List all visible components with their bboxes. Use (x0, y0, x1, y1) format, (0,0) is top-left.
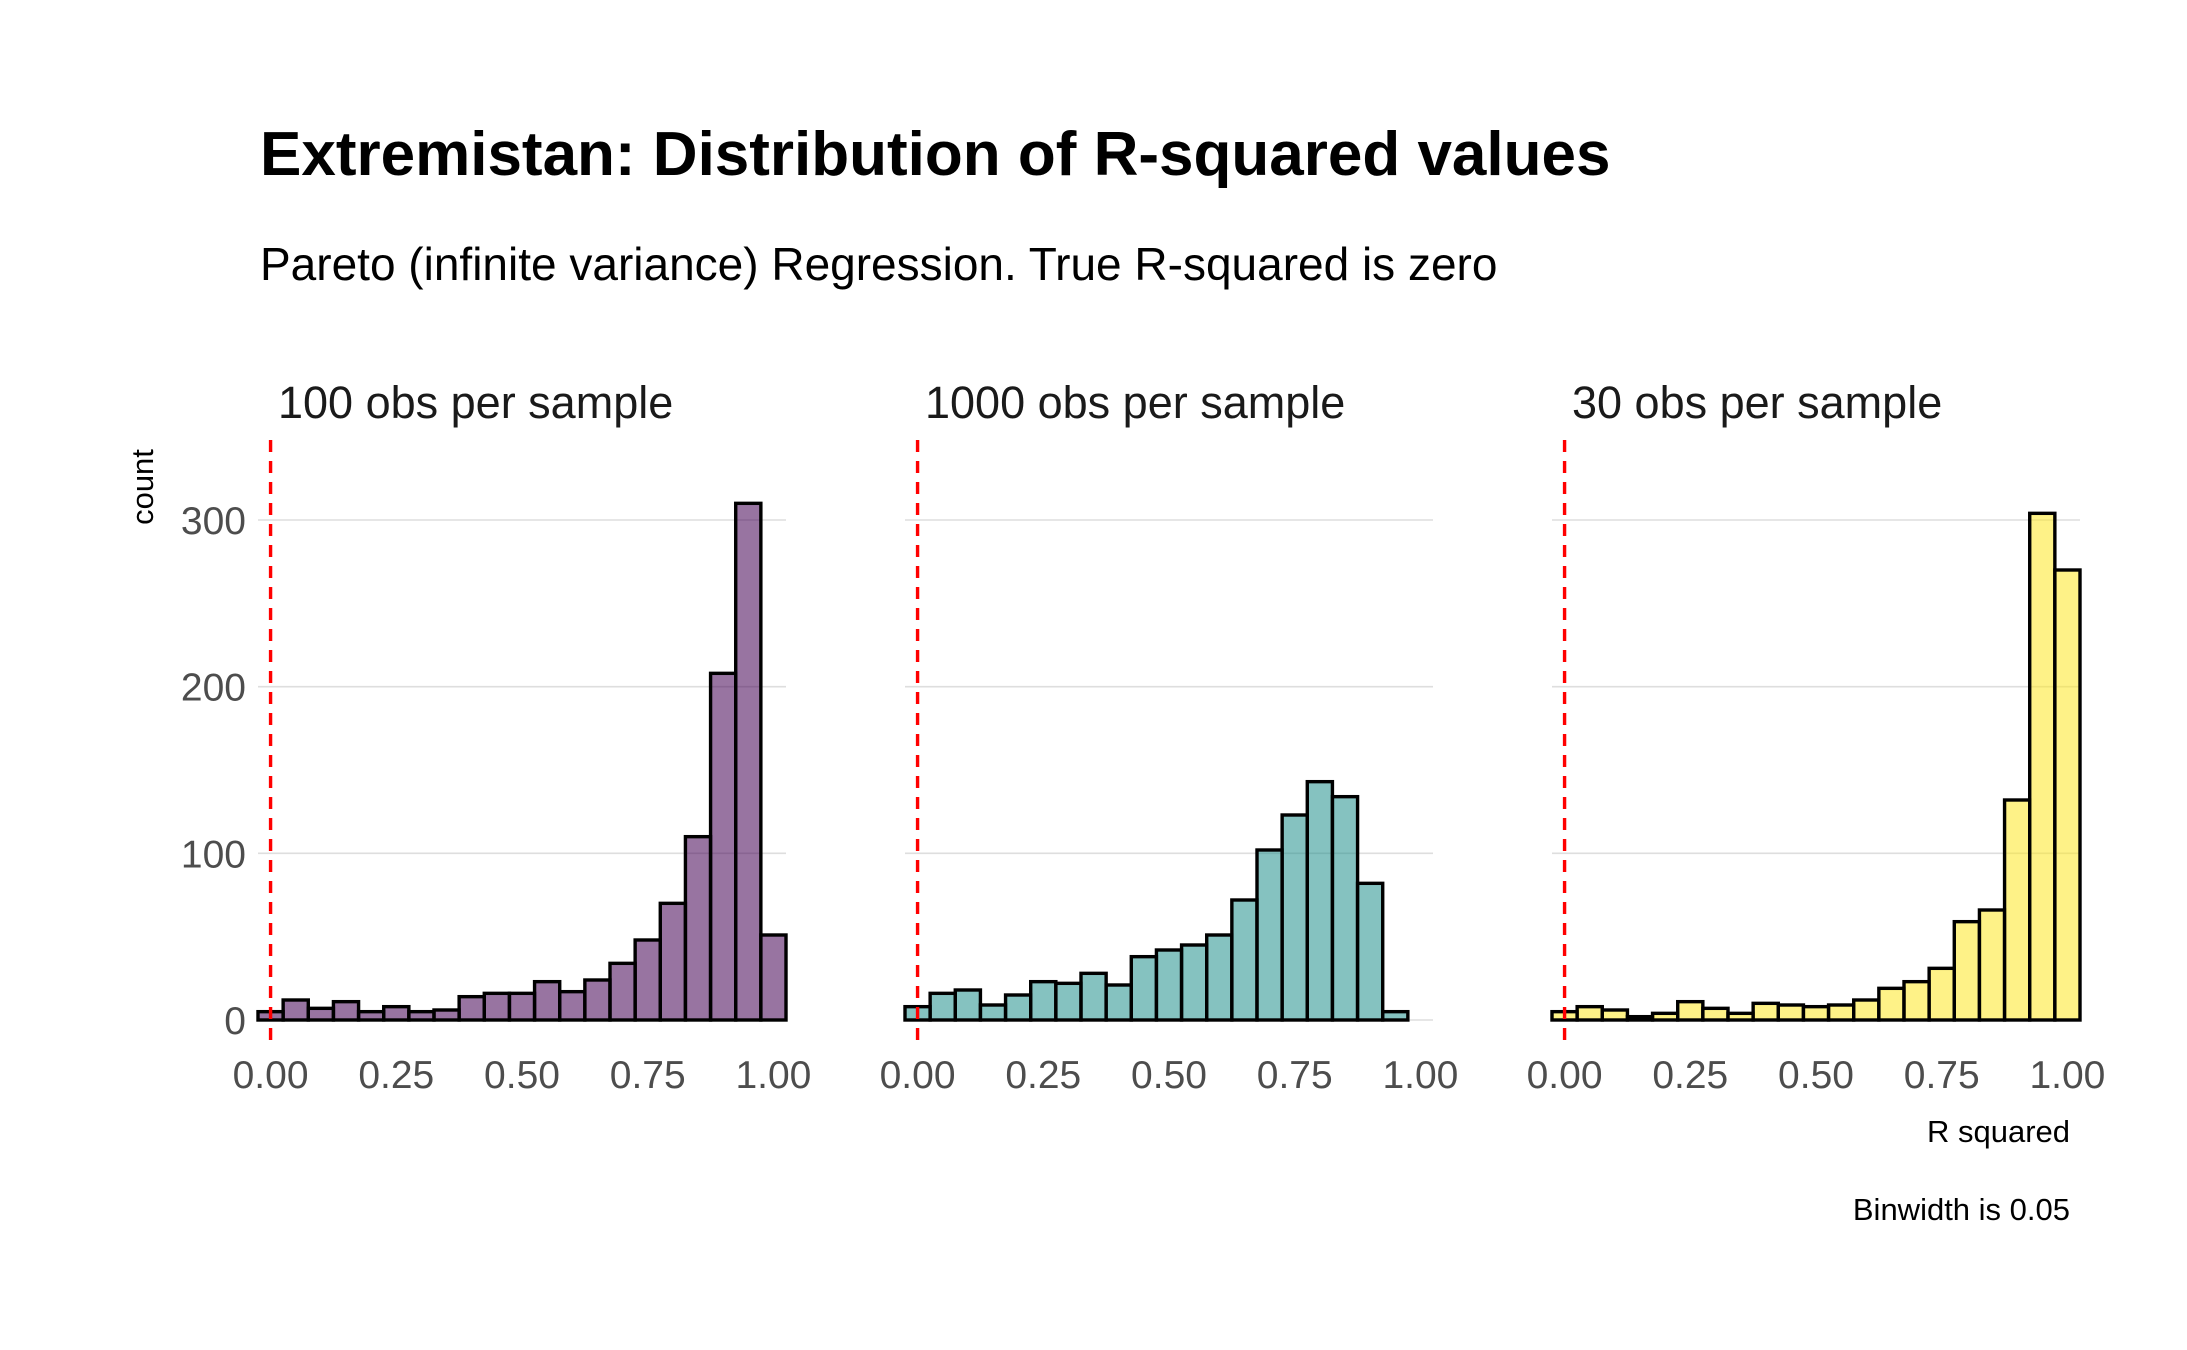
histogram-bar (683, 834, 713, 1022)
histogram-bar (1625, 1014, 1655, 1022)
histogram-bar (2053, 568, 2082, 1022)
histogram-bar (1129, 954, 1159, 1022)
histogram-bar (734, 501, 763, 1022)
x-tick-label: 0.00 (880, 1054, 956, 1097)
y-tick-label: 0 (224, 1000, 246, 1043)
histogram-bar (583, 978, 612, 1022)
histogram-bar (2002, 798, 2032, 1022)
histogram-bar (1776, 1003, 1806, 1022)
histogram-bar (658, 901, 688, 1022)
x-tick-label: 1.00 (1382, 1054, 1458, 1097)
x-tick-label: 0.00 (233, 1054, 309, 1097)
histogram-bar (1205, 933, 1234, 1022)
chart-title: Extremistan: Distribution of R-squared v… (260, 120, 1610, 189)
y-tick-label: 200 (181, 667, 246, 710)
histogram-bar (633, 938, 662, 1022)
histogram-bar (1751, 1001, 1780, 1022)
panel-3: 30 obs per sample 0.00 0.25 0.50 0.75 1.00 (1527, 377, 2106, 1097)
x-tick-label: 0.25 (358, 1054, 434, 1097)
histogram-bar (1079, 971, 1108, 1022)
histogram-bar (953, 988, 983, 1022)
histogram-bar (1927, 966, 1956, 1022)
histogram-bar (1726, 1011, 1755, 1022)
panel-1: 100 obs per sample 0.00 0.25 0.50 0.75 1.00 0 1… (181, 377, 811, 1097)
x-tick-label: 0.00 (1527, 1054, 1603, 1097)
x-tick-label: 0.75 (1904, 1054, 1980, 1097)
histogram-bar (482, 991, 512, 1022)
panels: 100 obs per sample 0.00 0.25 0.50 0.75 1.00 0 1… (181, 377, 2105, 1097)
histogram-bar (1701, 1006, 1730, 1022)
histogram-bar (558, 989, 587, 1022)
histogram-bar (356, 1009, 386, 1022)
histogram-bar (1003, 993, 1033, 1022)
caption: Binwidth is 0.05 (1853, 1192, 2070, 1227)
histogram-bar (1230, 898, 1259, 1022)
histogram-bar (1977, 908, 2007, 1022)
x-tick-label: 0.50 (484, 1054, 560, 1097)
histogram-bar (1104, 983, 1133, 1022)
x-tick-label: 1.00 (735, 1054, 811, 1097)
histogram-bar (1154, 948, 1184, 1022)
chart-subtitle: Pareto (infinite variance) Regression. T… (260, 238, 1497, 290)
panel-label: 30 obs per sample (1572, 377, 1942, 428)
histogram-bar (1330, 794, 1360, 1022)
histogram-bar (281, 998, 310, 1022)
histogram-bar (1650, 1011, 1680, 1022)
histogram-bar (1280, 813, 1309, 1022)
x-tick-label: 0.50 (1131, 1054, 1207, 1097)
x-tick-label: 1.00 (2029, 1054, 2105, 1097)
histogram-bar (331, 999, 361, 1022)
histogram-bar (1575, 1004, 1604, 1022)
histogram-bar (1381, 1009, 1410, 1022)
histogram-bar (1179, 943, 1209, 1022)
x-tick-label: 0.25 (1652, 1054, 1728, 1097)
histogram-bar (1826, 1003, 1856, 1022)
histogram-bar (928, 991, 957, 1022)
histogram-bar (1355, 881, 1385, 1022)
histogram-bar (1054, 981, 1083, 1022)
histogram-bar (382, 1004, 411, 1022)
histogram-bar (407, 1009, 436, 1022)
histogram-bar (1029, 979, 1058, 1022)
x-tick-label: 0.25 (1005, 1054, 1081, 1097)
histogram-bar (759, 933, 788, 1022)
histogram-bar (432, 1008, 461, 1022)
histogram-bar (1305, 779, 1335, 1022)
histogram-bar (708, 671, 738, 1022)
panel-label: 100 obs per sample (278, 377, 673, 428)
y-axis-title: count (125, 449, 160, 525)
histogram-bar (1676, 999, 1705, 1022)
x-tick-label: 0.75 (610, 1054, 686, 1097)
histogram-bar (2028, 511, 2057, 1022)
histogram-bar (608, 961, 637, 1022)
histogram-bar (978, 1003, 1008, 1022)
y-tick-label: 100 (181, 833, 246, 876)
histogram-bar (532, 979, 562, 1022)
histogram-bar (1801, 1004, 1831, 1022)
y-tick-label: 300 (181, 500, 246, 543)
histogram-bar (1600, 1008, 1630, 1022)
x-tick-label: 0.50 (1778, 1054, 1854, 1097)
histogram-bar (1877, 986, 1906, 1022)
x-axis-title: R squared (1927, 1114, 2070, 1149)
x-tick-label: 0.75 (1257, 1054, 1333, 1097)
histogram-bar (1852, 998, 1881, 1022)
histogram-bar (306, 1006, 336, 1022)
panel-2: 1000 obs per sample 0.00 0.25 0.50 0.75 1.00 (880, 377, 1459, 1097)
histogram-bar (1255, 848, 1284, 1022)
histogram-bar (507, 991, 537, 1022)
histogram-bar (1902, 979, 1931, 1022)
panel-label: 1000 obs per sample (925, 377, 1345, 428)
histogram-bar (457, 994, 486, 1022)
histogram-bar (1952, 919, 1982, 1022)
